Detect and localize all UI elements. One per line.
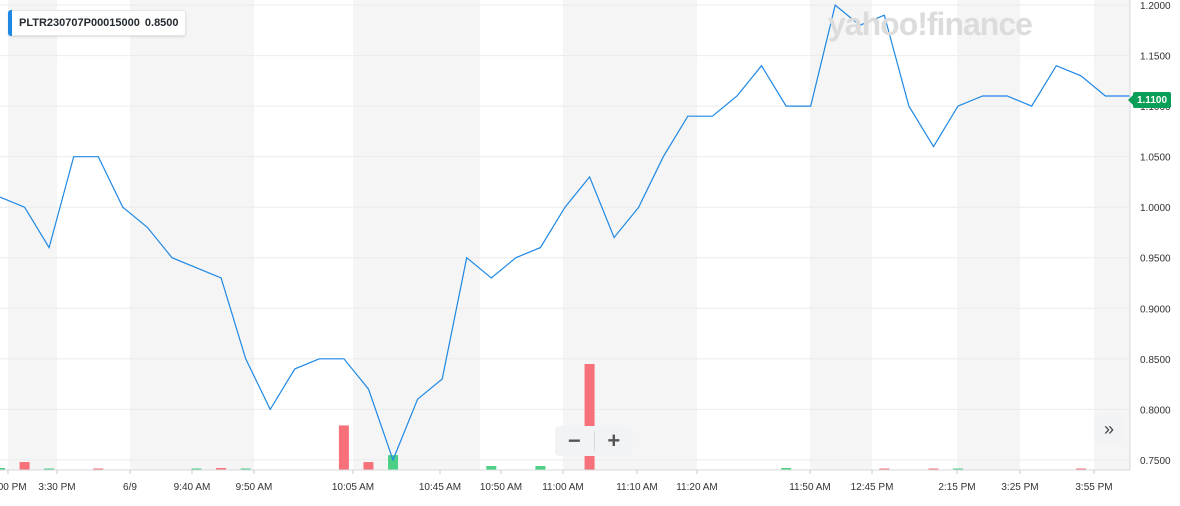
y-tick-label: 1.2000: [1140, 1, 1171, 12]
volume-bar: [44, 468, 55, 470]
volume-bar: [388, 455, 399, 470]
session-band: [130, 0, 254, 470]
legend-swatch: [8, 10, 12, 36]
x-tick-label: 10:45 AM: [419, 482, 461, 493]
zoom-out-button[interactable]: −: [567, 428, 581, 453]
volume-bar: [240, 468, 251, 470]
volume-bars: [0, 364, 1086, 470]
zoom-separator: [593, 431, 595, 451]
x-axis: 3:00 PM 3:30 PM 6/9 9:40 AM 9:50 AM 10:05 AM 1…: [0, 470, 1113, 493]
x-tick-label: 9:50 AM: [236, 482, 273, 493]
session-bands: [8, 0, 1130, 470]
y-tick-label: 0.9500: [1140, 254, 1171, 265]
session-band: [563, 0, 697, 470]
x-tick-label: 3:30 PM: [38, 482, 75, 493]
x-tick-label: 11:00 AM: [542, 482, 584, 493]
volume-bar: [928, 468, 939, 470]
x-tick-label: 3:55 PM: [1075, 482, 1112, 493]
volume-bar: [584, 364, 595, 470]
x-tick-label: 11:20 AM: [676, 482, 718, 493]
x-tick-label: 12:45 PM: [851, 482, 894, 493]
legend-symbol: PLTR230707P00015000: [19, 17, 140, 29]
volume-bar: [535, 466, 546, 470]
price-series: [0, 4, 1130, 462]
volume-bar: [1075, 468, 1086, 470]
x-tick-label: 9:40 AM: [174, 482, 211, 493]
series-legend[interactable]: PLTR230707P00015000 0.8500: [8, 10, 186, 36]
volume-bar: [879, 468, 890, 470]
y-tick-label: 0.9000: [1140, 304, 1171, 315]
session-band: [957, 0, 1020, 470]
x-tick-label: 10:50 AM: [480, 482, 522, 493]
expand-chevron-icon[interactable]: »: [1094, 415, 1124, 443]
volume-bar: [19, 462, 30, 470]
volume-bar: [191, 468, 202, 470]
volume-bar: [953, 468, 964, 470]
grid-lines: [0, 4, 1130, 461]
y-tick-label: 1.0500: [1140, 153, 1171, 164]
x-tick-label: 11:50 AM: [789, 482, 831, 493]
zoom-in-button[interactable]: +: [607, 428, 621, 453]
x-tick-label: 10:05 AM: [332, 482, 374, 493]
session-band: [1094, 0, 1130, 470]
y-tick-label: 0.7500: [1140, 456, 1171, 467]
volume-bar: [781, 468, 792, 470]
zoom-controls: − +: [555, 426, 633, 456]
y-tick-label: 0.8500: [1140, 355, 1171, 366]
volume-bar: [338, 425, 349, 470]
session-band: [8, 0, 57, 470]
x-tick-label: 3:25 PM: [1001, 482, 1038, 493]
y-tick-label: 1.1500: [1140, 52, 1171, 63]
x-tick-label: 11:10 AM: [616, 482, 658, 493]
session-band: [810, 0, 872, 470]
volume-bar: [363, 462, 374, 470]
x-tick-label: 6/9: [123, 482, 137, 493]
y-tick-label: 1.0000: [1140, 203, 1171, 214]
yahoo-finance-watermark: yahoo!finance: [828, 6, 1033, 42]
volume-bar: [486, 466, 497, 470]
current-price-badge: 1.1100: [1128, 92, 1171, 108]
x-tick-label: 2:15 PM: [938, 482, 975, 493]
y-tick-label: 0.8000: [1140, 405, 1171, 416]
x-tick-label: 3:00 PM: [0, 482, 27, 493]
volume-bar: [0, 468, 5, 470]
price-line: [0, 4, 1130, 462]
volume-bar: [93, 468, 104, 470]
volume-bar: [216, 468, 227, 470]
session-band: [353, 0, 480, 470]
legend-value: 0.8500: [144, 17, 179, 29]
